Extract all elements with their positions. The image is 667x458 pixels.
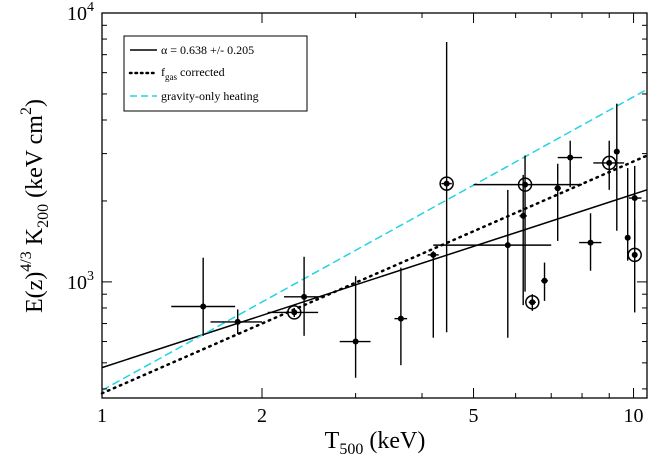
legend-label-gravity: gravity-only heating	[161, 89, 259, 103]
point-marker	[443, 180, 450, 187]
x-axis-label: T500 (keV)	[325, 428, 426, 458]
point-ring	[287, 305, 302, 320]
point-ring	[601, 155, 617, 171]
point-marker	[522, 181, 529, 188]
x-tick-label: 10	[624, 405, 644, 427]
data-point	[627, 219, 642, 313]
data-point	[593, 140, 625, 190]
data-point	[339, 276, 371, 378]
point-marker	[631, 195, 638, 202]
point-marker	[567, 154, 574, 161]
data-point	[525, 294, 540, 311]
data-point	[554, 163, 561, 241]
point-marker	[352, 338, 359, 345]
data-point	[579, 213, 602, 271]
point-marker	[541, 277, 548, 284]
data-point	[613, 103, 620, 231]
point-ring	[525, 295, 540, 310]
fit-line-dotted	[100, 154, 649, 395]
data-point	[433, 189, 552, 338]
y-axis-label: E(z)4/3 K200 (keV cm2)	[18, 99, 52, 313]
data-points	[171, 42, 642, 378]
data-point	[210, 309, 263, 335]
legend: α = 0.638 +/- 0.205 fgas corrected gravi…	[123, 35, 308, 112]
point-ring	[439, 176, 454, 191]
x-tick-label: 2	[257, 405, 267, 427]
legend-label-fgas: fgas corrected	[161, 65, 225, 82]
fit-line-dashed	[101, 88, 648, 392]
point-marker	[291, 309, 298, 316]
data-point	[394, 267, 408, 366]
point-marker	[606, 159, 613, 166]
data-point	[427, 251, 439, 338]
data-point	[267, 305, 319, 320]
data-point	[624, 168, 631, 261]
point-ring	[627, 247, 642, 263]
fit-lines	[100, 88, 649, 395]
y-tick-label: 103	[67, 269, 94, 294]
point-marker	[504, 242, 511, 249]
point-ring	[517, 177, 533, 192]
x-tick-label: 1	[97, 405, 107, 427]
point-marker	[397, 315, 404, 322]
data-point	[557, 140, 583, 188]
point-marker	[624, 234, 631, 241]
point-marker	[430, 251, 437, 258]
data-point	[473, 155, 583, 292]
legend-label-fit: α = 0.638 +/- 0.205	[161, 43, 254, 57]
point-marker	[301, 293, 308, 300]
point-marker	[631, 251, 638, 258]
axis-ticks: 1 2 5 10 103 104	[67, 0, 647, 427]
y-tick-label: 104	[67, 0, 94, 25]
point-marker	[613, 148, 620, 155]
data-point	[171, 257, 236, 336]
plot-frame	[101, 12, 648, 399]
point-marker	[200, 303, 207, 310]
fit-line-solid	[101, 189, 648, 369]
point-marker	[587, 239, 594, 246]
data-point	[284, 256, 323, 336]
data-point	[541, 262, 548, 301]
x-tick-label: 5	[469, 405, 479, 427]
point-marker	[234, 318, 241, 325]
point-marker	[529, 299, 536, 306]
data-point	[439, 42, 454, 333]
point-marker	[554, 185, 561, 192]
